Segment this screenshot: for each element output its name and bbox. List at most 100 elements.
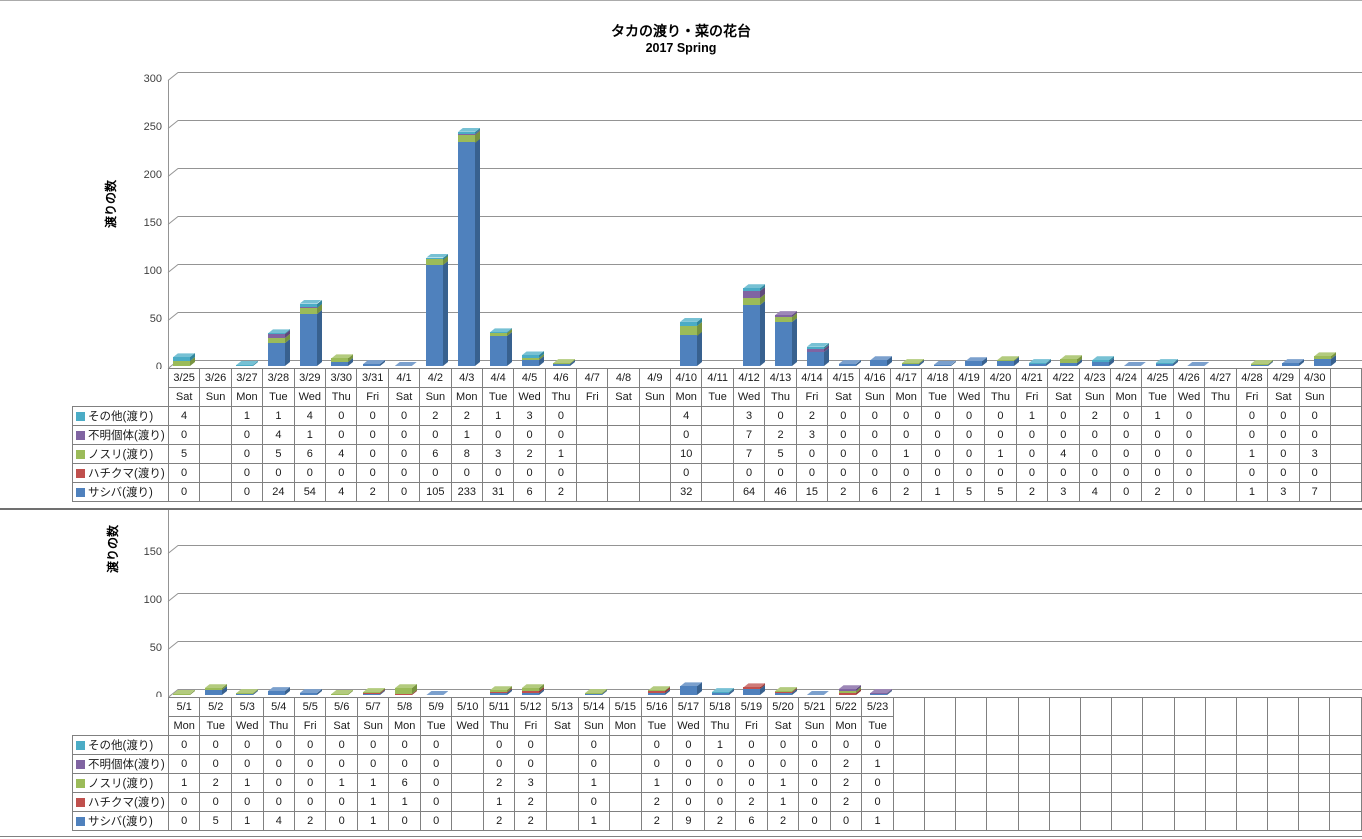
value-cell[interactable]: 0 — [293, 754, 327, 774]
value-cell[interactable]: 0 — [672, 773, 705, 793]
value-cell[interactable]: 2 — [513, 444, 546, 464]
value-cell[interactable] — [576, 463, 609, 483]
value-cell[interactable]: 0 — [672, 754, 705, 774]
empty-cell[interactable] — [955, 735, 988, 755]
value-cell[interactable]: 2 — [514, 811, 547, 831]
value-cell[interactable]: 0 — [262, 735, 295, 755]
value-cell[interactable]: 0 — [672, 735, 705, 755]
day-cell[interactable]: Tue — [481, 387, 515, 407]
value-cell[interactable] — [199, 406, 232, 426]
value-cell[interactable]: 1 — [766, 792, 800, 812]
value-cell[interactable]: 0 — [795, 444, 829, 464]
value-cell[interactable] — [638, 425, 672, 445]
value-cell[interactable]: 0 — [325, 754, 358, 774]
empty-cell[interactable] — [1017, 811, 1050, 831]
value-cell[interactable]: 0 — [419, 735, 453, 755]
day-cell[interactable]: Thu — [1204, 387, 1237, 407]
value-cell[interactable]: 0 — [1078, 463, 1111, 483]
value-cell[interactable]: 0 — [1109, 444, 1143, 464]
value-cell[interactable]: 0 — [167, 792, 201, 812]
value-cell[interactable]: 6 — [293, 444, 327, 464]
empty-cell[interactable] — [1329, 463, 1362, 483]
value-cell[interactable]: 2 — [482, 811, 516, 831]
empty-cell[interactable] — [1329, 773, 1362, 793]
value-cell[interactable]: 0 — [1047, 425, 1080, 445]
day-cell[interactable]: Sat — [167, 387, 201, 407]
value-cell[interactable]: 0 — [167, 463, 201, 483]
value-cell[interactable] — [609, 811, 642, 831]
empty-cell[interactable] — [1048, 792, 1081, 812]
value-cell[interactable]: 0 — [735, 754, 768, 774]
empty-cell[interactable] — [1079, 754, 1113, 774]
value-cell[interactable]: 1 — [861, 754, 894, 774]
empty-cell[interactable] — [892, 811, 926, 831]
value-cell[interactable]: 0 — [1172, 463, 1206, 483]
empty-cell[interactable] — [892, 697, 926, 736]
value-cell[interactable]: 0 — [1298, 425, 1331, 445]
day-cell[interactable]: Fri — [795, 387, 829, 407]
value-cell[interactable]: 0 — [889, 425, 923, 445]
day-cell[interactable]: Tue — [1141, 387, 1174, 407]
value-cell[interactable] — [451, 773, 484, 793]
value-cell[interactable]: 1 — [861, 811, 894, 831]
value-cell[interactable]: 0 — [766, 735, 800, 755]
date-cell[interactable]: 5/22 — [829, 697, 863, 717]
value-cell[interactable]: 4 — [325, 482, 358, 502]
value-cell[interactable]: 0 — [419, 811, 453, 831]
value-cell[interactable]: 1 — [356, 773, 390, 793]
empty-cell[interactable] — [955, 811, 988, 831]
value-cell[interactable]: 1 — [1235, 444, 1269, 464]
value-cell[interactable]: 0 — [514, 754, 547, 774]
value-cell[interactable] — [638, 444, 672, 464]
value-cell[interactable]: 4 — [670, 406, 703, 426]
value-cell[interactable]: 0 — [388, 754, 421, 774]
date-cell[interactable]: 4/6 — [544, 368, 578, 388]
empty-cell[interactable] — [1329, 697, 1362, 736]
day-cell[interactable]: Mon — [230, 387, 264, 407]
value-cell[interactable]: 0 — [1109, 463, 1143, 483]
value-cell[interactable]: 9 — [672, 811, 705, 831]
value-cell[interactable]: 0 — [482, 754, 516, 774]
empty-cell[interactable] — [986, 697, 1019, 736]
empty-cell[interactable] — [1017, 735, 1050, 755]
day-cell[interactable]: Mon — [1109, 387, 1143, 407]
value-cell[interactable]: 15 — [795, 482, 829, 502]
empty-cell[interactable] — [1329, 368, 1362, 388]
value-cell[interactable]: 0 — [167, 754, 201, 774]
date-cell[interactable]: 4/3 — [450, 368, 483, 388]
value-cell[interactable] — [546, 735, 579, 755]
value-cell[interactable]: 0 — [703, 792, 737, 812]
empty-cell[interactable] — [1079, 735, 1113, 755]
value-cell[interactable]: 0 — [199, 754, 232, 774]
value-cell[interactable]: 0 — [356, 463, 389, 483]
day-cell[interactable]: Sat — [827, 387, 860, 407]
empty-cell[interactable] — [1235, 754, 1269, 774]
value-cell[interactable]: 2 — [199, 773, 232, 793]
date-cell[interactable]: 3/25 — [167, 368, 201, 388]
value-cell[interactable]: 0 — [921, 406, 954, 426]
value-cell[interactable]: 0 — [262, 792, 295, 812]
value-cell[interactable]: 1 — [230, 773, 264, 793]
value-cell[interactable]: 1 — [356, 811, 390, 831]
date-cell[interactable]: 5/15 — [609, 697, 642, 717]
value-cell[interactable] — [609, 754, 642, 774]
empty-cell[interactable] — [1079, 792, 1113, 812]
value-cell[interactable]: 1 — [889, 444, 923, 464]
empty-cell[interactable] — [892, 773, 926, 793]
day-cell[interactable]: Thu — [325, 387, 358, 407]
empty-cell[interactable] — [1204, 792, 1237, 812]
empty-cell[interactable] — [1329, 406, 1362, 426]
empty-cell[interactable] — [1048, 754, 1081, 774]
value-cell[interactable]: 0 — [325, 792, 358, 812]
value-cell[interactable]: 0 — [262, 463, 295, 483]
empty-cell[interactable] — [1204, 811, 1237, 831]
value-cell[interactable]: 0 — [293, 735, 327, 755]
date-cell[interactable]: 5/13 — [546, 697, 579, 717]
value-cell[interactable]: 0 — [1235, 463, 1269, 483]
date-cell[interactable]: 5/1 — [167, 697, 201, 717]
value-cell[interactable]: 4 — [1047, 444, 1080, 464]
value-cell[interactable]: 0 — [230, 735, 264, 755]
date-cell[interactable]: 5/23 — [861, 697, 894, 717]
day-cell[interactable]: Sun — [1298, 387, 1331, 407]
day-cell[interactable]: Wed — [1172, 387, 1206, 407]
